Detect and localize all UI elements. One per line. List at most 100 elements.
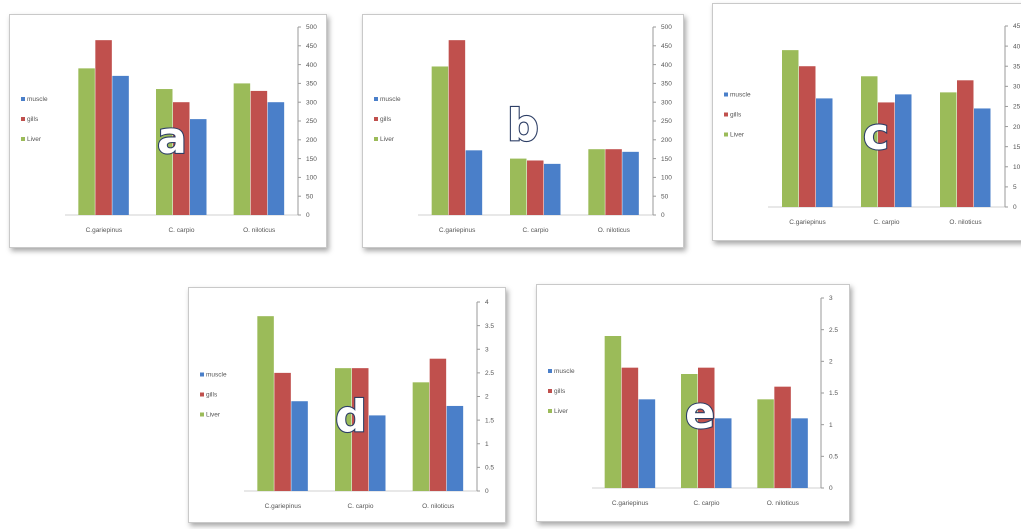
y-tick-label: 500 — [661, 24, 672, 31]
bar-gills-1 — [621, 367, 639, 488]
category-label: O. niloticus — [243, 227, 276, 234]
bar-chart: 0 5 10 15 20 25 30 35 40 45 C.gariepinus C. carpio O… — [724, 23, 1021, 226]
legend-swatch-muscle — [374, 97, 378, 101]
category-label: C.gariepinus — [265, 503, 302, 510]
panel-label: e — [685, 388, 715, 439]
bar-gills-1 — [448, 40, 466, 215]
y-tick-label: 400 — [661, 62, 672, 69]
legend-swatch-gills — [548, 389, 552, 393]
y-tick-label: 25 — [1013, 104, 1021, 111]
legend-label-liver: Liver — [730, 132, 745, 139]
bar-liver-3 — [412, 382, 430, 491]
bar-muscle-2 — [715, 418, 732, 488]
y-tick-label: 3.5 — [485, 323, 494, 330]
y-tick-label: 45 — [1013, 23, 1021, 30]
bar-muscle-3 — [791, 418, 808, 488]
bar-gills-3 — [250, 90, 268, 215]
y-tick-label: 0 — [306, 212, 310, 219]
y-tick-label: 0 — [829, 485, 833, 492]
y-tick-label: 350 — [661, 81, 672, 88]
bar-chart: 0 50 100 150 200 250 300 350 400 450 500 C.gariepin… — [374, 24, 672, 234]
legend-swatch-muscle — [724, 92, 728, 97]
chart-panel-c: 0 5 10 15 20 25 30 35 40 45 C.gariepinus C. carpio O… — [712, 3, 1021, 241]
y-tick-label: 350 — [306, 81, 317, 88]
bar-liver-1 — [782, 50, 799, 208]
bar-muscle-2 — [895, 94, 912, 207]
y-tick-label: 300 — [661, 99, 672, 106]
legend-label-liver: Liver — [380, 136, 395, 143]
y-tick-label: 450 — [661, 43, 672, 50]
bar-liver-1 — [604, 336, 622, 488]
category-label: O. niloticus — [767, 500, 800, 507]
legend-swatch-gills — [724, 112, 728, 117]
category-label: C.gariepinus — [612, 500, 649, 507]
category-label: C. carpio — [168, 227, 194, 234]
y-tick-label: 1 — [829, 422, 833, 429]
bar-liver-3 — [940, 92, 957, 207]
bar-liver-2 — [861, 76, 878, 208]
y-tick-label: 40 — [1013, 43, 1021, 50]
y-tick-label: 50 — [661, 193, 669, 200]
bar-gills-1 — [799, 66, 816, 207]
category-label: C. carpio — [873, 219, 899, 226]
legend-swatch-liver — [548, 409, 552, 413]
bar-liver-1 — [257, 316, 274, 491]
y-tick-label: 2 — [829, 359, 833, 366]
y-tick-label: 450 — [306, 43, 317, 50]
legend-swatch-gills — [200, 392, 204, 397]
legend-label-gills: gills — [554, 388, 566, 395]
legend-swatch-muscle — [548, 369, 552, 373]
bar-liver-3 — [588, 149, 605, 215]
legend-label-muscle: muscle — [554, 368, 575, 375]
category-label: C. carpio — [693, 500, 719, 507]
panel-label: c — [863, 109, 889, 160]
y-tick-label: 0 — [661, 212, 665, 219]
legend-swatch-muscle — [21, 97, 25, 101]
y-tick-label: 15 — [1013, 144, 1021, 151]
y-tick-label: 30 — [1013, 84, 1021, 91]
bar-chart: 0 50 100 150 200 250 300 350 400 450 500 C.gariepin… — [21, 24, 317, 234]
category-label: C.gariepinus — [439, 227, 476, 234]
category-label: C. carpio — [347, 503, 373, 510]
bar-muscle-2 — [369, 415, 386, 491]
y-tick-label: 20 — [1013, 124, 1021, 131]
bar-muscle-3 — [446, 405, 464, 491]
legend-swatch-liver — [200, 412, 204, 417]
bar-gills-3 — [429, 358, 447, 491]
bar-gills-1 — [274, 372, 291, 491]
panel-label: d — [335, 391, 367, 442]
y-tick-label: 0 — [485, 488, 489, 495]
legend-label-muscle: muscle — [380, 96, 401, 103]
bar-liver-2 — [335, 368, 352, 491]
y-tick-label: 250 — [306, 118, 317, 125]
y-tick-label: 200 — [661, 137, 672, 144]
legend-label-gills: gills — [380, 116, 392, 123]
legend-label-gills: gills — [206, 392, 218, 399]
bar-muscle-1 — [638, 399, 656, 488]
y-tick-label: 400 — [306, 62, 317, 69]
y-tick-label: 2.5 — [485, 370, 494, 377]
y-tick-label: 10 — [1013, 164, 1021, 171]
y-tick-label: 150 — [306, 156, 317, 163]
legend-swatch-liver — [21, 137, 25, 141]
bar-muscle-1 — [291, 401, 308, 491]
bar-muscle-1 — [112, 75, 129, 215]
bar-muscle-3 — [974, 108, 991, 207]
y-tick-label: 3 — [485, 346, 489, 353]
bar-liver-2 — [156, 89, 173, 215]
y-tick-label: 100 — [306, 175, 317, 182]
y-tick-label: 2 — [485, 394, 489, 401]
legend-label-gills: gills — [27, 116, 39, 123]
bar-muscle-3 — [622, 151, 639, 215]
bar-muscle-2 — [544, 163, 561, 215]
y-tick-label: 150 — [661, 156, 672, 163]
y-tick-label: 0 — [1013, 204, 1017, 211]
category-label: O. niloticus — [598, 227, 631, 234]
y-tick-label: 0.5 — [829, 454, 838, 461]
bar-muscle-2 — [190, 119, 207, 215]
bar-muscle-1 — [816, 98, 833, 207]
legend-swatch-gills — [21, 117, 25, 121]
chart-panel-b: 0 50 100 150 200 250 300 350 400 450 500 C.gariepin… — [362, 14, 684, 248]
bar-gills-2 — [698, 367, 715, 488]
bar-gills-3 — [774, 386, 791, 488]
